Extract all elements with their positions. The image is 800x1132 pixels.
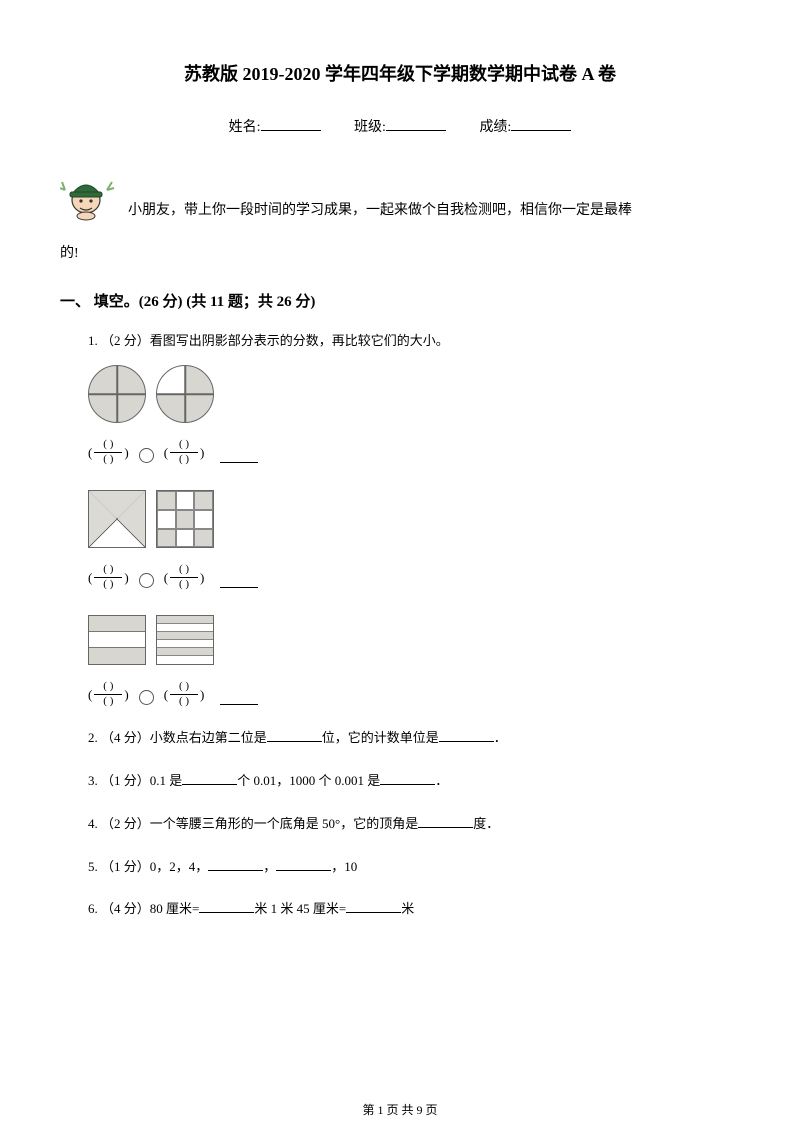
page-footer: 第 1 页 共 9 页 (0, 1101, 800, 1118)
q2-part-c: ． (494, 730, 507, 745)
student-info-line: 姓名: 班级: 成绩: (60, 116, 740, 136)
compare-circle[interactable] (139, 690, 154, 705)
q3-part-b: 个 0.01，1000 个 0.001 是 (237, 773, 380, 788)
q1-row-2-answer: (( )( )) (( )( )) (88, 558, 740, 591)
answer-blank[interactable] (220, 576, 258, 588)
q4-part-a: 4. （2 分）一个等腰三角形的一个底角是 50°，它的顶角是 (88, 816, 418, 831)
q1-row-1 (88, 365, 740, 423)
q5-part-b: ， (263, 859, 276, 874)
q5-part-a: 5. （1 分）0，2，4， (88, 859, 208, 874)
fill-blank[interactable] (439, 729, 494, 742)
name-label: 姓名: (229, 120, 261, 135)
question-6: 6. （4 分）80 厘米= 米 1 米 45 厘米= 米 (88, 897, 740, 922)
class-blank[interactable] (386, 117, 446, 131)
fill-blank[interactable] (182, 772, 237, 785)
grid-3x3-icon (156, 490, 214, 548)
q2-part-b: 位，它的计数单位是 (322, 730, 439, 745)
q3-part-c: ． (435, 773, 448, 788)
answer-blank[interactable] (220, 693, 258, 705)
q1-row-3-answer: (( )( )) (( )( )) (88, 675, 740, 708)
score-label: 成绩: (479, 120, 511, 135)
square-diagonal-icon (88, 490, 146, 548)
page-title: 苏教版 2019-2020 学年四年级下学期数学期中试卷 A 卷 (60, 60, 740, 86)
bars-6-icon (156, 615, 214, 665)
intro-text-line1: 小朋友，带上你一段时间的学习成果，一起来做个自我检测吧，相信你一定是最棒 (128, 166, 740, 227)
mascot-icon (60, 166, 116, 227)
name-blank[interactable] (261, 117, 321, 131)
q6-part-b: 米 1 米 45 厘米= (254, 901, 346, 916)
question-1: 1. （2 分）看图写出阴影部分表示的分数，再比较它们的大小。 (( )( ))… (88, 329, 740, 709)
fill-blank[interactable] (380, 772, 435, 785)
compare-circle[interactable] (139, 573, 154, 588)
fill-blank[interactable] (418, 815, 473, 828)
section-1-heading: 一、 填空。(26 分) (共 11 题；共 26 分) (60, 290, 740, 311)
pie-4-of-4-icon (88, 365, 146, 423)
q1-row-2 (88, 490, 740, 548)
bars-3-icon (88, 615, 146, 665)
q6-part-a: 6. （4 分）80 厘米= (88, 901, 199, 916)
fill-blank[interactable] (199, 900, 254, 913)
fill-blank[interactable] (208, 858, 263, 871)
answer-blank[interactable] (220, 451, 258, 463)
score-blank[interactable] (511, 117, 571, 131)
question-1-text: 1. （2 分）看图写出阴影部分表示的分数，再比较它们的大小。 (88, 329, 740, 354)
q2-part-a: 2. （4 分）小数点右边第二位是 (88, 730, 267, 745)
fill-blank[interactable] (276, 858, 331, 871)
q5-part-c: ，10 (331, 859, 357, 874)
q6-part-c: 米 (401, 901, 414, 916)
pie-3-of-4-icon (156, 365, 214, 423)
question-4: 4. （2 分）一个等腰三角形的一个底角是 50°，它的顶角是 度． (88, 812, 740, 837)
intro-text-line2: 的! (60, 239, 740, 270)
question-2: 2. （4 分）小数点右边第二位是 位，它的计数单位是 ． (88, 726, 740, 751)
question-5: 5. （1 分）0，2，4， ， ，10 (88, 855, 740, 880)
q1-row-3 (88, 615, 740, 665)
fill-blank[interactable] (346, 900, 401, 913)
question-3: 3. （1 分）0.1 是 个 0.01，1000 个 0.001 是 ． (88, 769, 740, 794)
q4-part-b: 度． (473, 816, 499, 831)
class-label: 班级: (354, 120, 386, 135)
q1-row-1-answer: (( )( )) (( )( )) (88, 433, 740, 466)
fill-blank[interactable] (267, 729, 322, 742)
compare-circle[interactable] (139, 448, 154, 463)
q3-part-a: 3. （1 分）0.1 是 (88, 773, 182, 788)
